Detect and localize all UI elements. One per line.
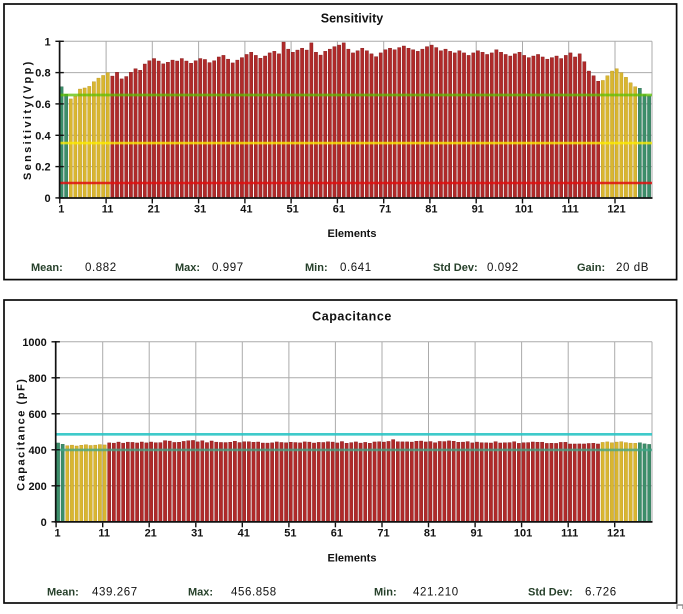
svg-text:0.997: 0.997 <box>212 262 244 274</box>
svg-text:400: 400 <box>28 445 46 457</box>
svg-text:Gain:: Gain: <box>577 262 605 274</box>
svg-text:0.882: 0.882 <box>85 262 117 274</box>
svg-text:21: 21 <box>148 204 160 216</box>
svg-text:91: 91 <box>472 204 484 216</box>
svg-text:0.2: 0.2 <box>35 162 50 174</box>
svg-text:101: 101 <box>514 528 532 540</box>
svg-text:111: 111 <box>561 528 578 540</box>
svg-text:61: 61 <box>331 528 343 540</box>
svg-text:6.726: 6.726 <box>585 587 617 599</box>
svg-text:Sensitivity: Sensitivity <box>321 12 384 26</box>
svg-text:600: 600 <box>28 409 46 421</box>
svg-text:Min:: Min: <box>374 587 397 599</box>
svg-text:0: 0 <box>44 193 50 205</box>
svg-text:111: 111 <box>562 204 579 216</box>
svg-text:Capacitance: Capacitance <box>312 309 392 323</box>
svg-text:Elements: Elements <box>328 553 377 565</box>
svg-text:41: 41 <box>238 528 250 540</box>
svg-text:Capacitance (pF): Capacitance (pF) <box>15 377 27 490</box>
svg-text:51: 51 <box>284 528 296 540</box>
svg-text:0.8: 0.8 <box>35 68 50 80</box>
svg-text:Std Dev:: Std Dev: <box>528 587 573 599</box>
svg-text:121: 121 <box>607 528 625 540</box>
svg-text:0.641: 0.641 <box>340 262 372 274</box>
svg-text:11: 11 <box>102 204 114 216</box>
svg-text:Std Dev:: Std Dev: <box>433 262 478 274</box>
svg-text:0.6: 0.6 <box>35 99 50 111</box>
svg-text:Max:: Max: <box>188 587 213 599</box>
svg-text:51: 51 <box>286 204 298 216</box>
svg-text:31: 31 <box>194 204 206 216</box>
svg-text:0.092: 0.092 <box>487 262 519 274</box>
svg-text:439.267: 439.267 <box>92 587 138 599</box>
svg-text:1: 1 <box>44 36 50 48</box>
svg-text:Mean:: Mean: <box>47 587 79 599</box>
svg-text:101: 101 <box>515 204 533 216</box>
svg-text:Max:: Max: <box>175 262 200 274</box>
svg-text:20 dB: 20 dB <box>616 262 649 274</box>
svg-text:Sensitivity(Vpp): Sensitivity(Vpp) <box>22 59 34 180</box>
svg-text:91: 91 <box>470 528 482 540</box>
svg-text:456.858: 456.858 <box>231 587 277 599</box>
svg-text:121: 121 <box>607 204 625 216</box>
svg-text:1: 1 <box>55 528 61 540</box>
svg-text:800: 800 <box>28 373 46 385</box>
svg-text:200: 200 <box>28 481 46 493</box>
svg-text:Min:: Min: <box>305 262 328 274</box>
svg-text:61: 61 <box>333 204 345 216</box>
svg-text:11: 11 <box>98 528 110 540</box>
svg-text:81: 81 <box>424 528 436 540</box>
svg-text:31: 31 <box>191 528 203 540</box>
svg-text:41: 41 <box>240 204 252 216</box>
svg-text:71: 71 <box>379 204 391 216</box>
svg-text:0: 0 <box>41 517 47 529</box>
svg-text:71: 71 <box>377 528 389 540</box>
svg-text:421.210: 421.210 <box>413 587 459 599</box>
svg-text:0.4: 0.4 <box>35 130 51 142</box>
svg-text:81: 81 <box>425 204 437 216</box>
svg-text:1000: 1000 <box>22 337 46 349</box>
svg-text:1: 1 <box>58 204 64 216</box>
svg-text:Mean:: Mean: <box>31 262 63 274</box>
svg-text:21: 21 <box>145 528 157 540</box>
svg-text:Elements: Elements <box>328 228 377 240</box>
